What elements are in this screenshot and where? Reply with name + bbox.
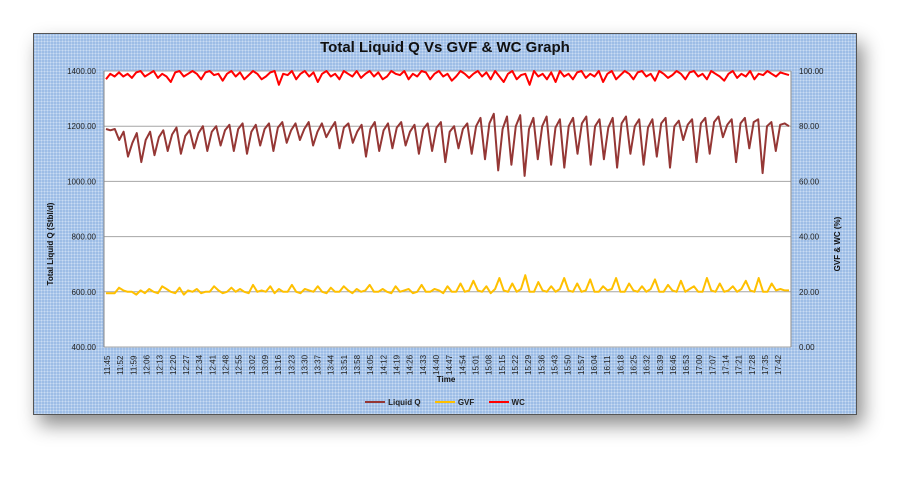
x-tick-label: 15:43: [550, 354, 559, 375]
chart-area: Total Liquid Q Vs GVF & WC Graph 1400.00…: [33, 33, 857, 415]
plot-background: [104, 71, 791, 347]
y-tick-label: 400.00: [72, 343, 97, 352]
x-tick-label: 13:16: [274, 354, 283, 375]
x-tick-label: 16:53: [682, 354, 691, 375]
x-tick-label: 15:50: [564, 354, 573, 375]
x-tick-label: 16:32: [643, 354, 652, 375]
x-tick-label: 15:01: [472, 354, 481, 375]
x-tick-label: 14:26: [406, 354, 415, 375]
x-tick-label: 17:21: [735, 354, 744, 375]
x-tick-label: 14:54: [458, 354, 467, 375]
x-tick-label: 15:36: [537, 354, 546, 375]
series-lines: [105, 70, 790, 296]
legend-item-wc: WC: [488, 397, 525, 407]
x-tick-label: 16:11: [603, 355, 612, 375]
x-tick-label: 16:25: [629, 354, 638, 375]
x-tick-label: 15:22: [511, 354, 520, 375]
x-tick-label: 11:45: [103, 355, 112, 375]
x-tick-label: 12:41: [208, 354, 217, 375]
x-tick-label: 17:35: [761, 354, 770, 375]
series-line-gvf: [106, 274, 789, 296]
x-tick-label: 12:27: [182, 354, 191, 375]
x-tick-label: 15:57: [577, 354, 586, 375]
x-tick-label: 17:28: [748, 354, 757, 375]
series-line-liquid-q: [105, 112, 790, 177]
legend: Liquid Q GVF WC: [34, 396, 856, 407]
y2-tick-label: 100.00: [799, 67, 824, 76]
x-tick-label: 15:29: [524, 354, 533, 375]
x-tick-label: 13:02: [248, 354, 257, 375]
x-tick-label: 15:08: [485, 354, 494, 375]
y2-tick-label: 0.00: [799, 343, 815, 352]
x-axis-title: Time: [437, 375, 456, 384]
y-tick-label: 1000.00: [67, 177, 96, 186]
tick-labels: 1400.00 1200.00 1000.00 800.00 600.00 400.00 1…: [67, 67, 824, 375]
x-tick-label: 14:40: [432, 354, 441, 375]
x-tick-label: 17:00: [695, 354, 704, 375]
legend-item-gvf: GVF: [434, 397, 475, 407]
x-tick-label: 12:13: [156, 354, 165, 375]
x-tick-label: 13:30: [300, 354, 309, 375]
x-tick-label: 11:59: [129, 355, 138, 375]
y-tick-label: 1400.00: [67, 67, 96, 76]
legend-swatch: [365, 401, 386, 403]
legend-swatch: [488, 401, 509, 403]
line-chart: 1400.00 1200.00 1000.00 800.00 600.00 400.00 1…: [46, 67, 842, 384]
y2-tick-label: 20.00: [799, 288, 820, 297]
chart-title: Total Liquid Q Vs GVF & WC Graph: [320, 39, 570, 56]
x-tick-label: 17:07: [708, 354, 717, 375]
legend-label: Liquid Q: [388, 397, 421, 407]
x-tick-label: 17:42: [774, 354, 783, 375]
x-tick-label: 11:52: [116, 355, 125, 375]
y2-tick-label: 40.00: [799, 233, 820, 242]
y2-axis-title: GVF & WC (%): [833, 216, 842, 271]
y-axis-title: Total Liquid Q (Stbl/d): [46, 202, 55, 285]
series-line-wc: [105, 70, 790, 86]
x-tick-label: 14:12: [379, 354, 388, 375]
x-tick-label: 17:14: [722, 354, 731, 375]
legend-item-liquid-q: Liquid Q: [365, 397, 421, 407]
x-tick-label: 13:23: [287, 354, 296, 375]
x-tick-label: 13:58: [353, 354, 362, 375]
x-tick-label: 16:18: [616, 354, 625, 375]
y-tick-label: 600.00: [72, 288, 97, 297]
y2-tick-label: 60.00: [799, 177, 820, 186]
x-tick-label: 12:48: [221, 354, 230, 375]
x-tick-label: 14:19: [393, 354, 402, 375]
y-tick-label: 1200.00: [67, 122, 96, 131]
x-tick-label: 12:06: [142, 354, 151, 375]
x-tick-label: 13:51: [340, 354, 349, 375]
x-tick-label: 12:20: [169, 354, 178, 375]
x-tick-label: 14:05: [366, 354, 375, 375]
x-tick-label: 16:04: [590, 354, 599, 375]
x-tick-label: 16:46: [669, 354, 678, 375]
x-tick-label: 13:44: [327, 354, 336, 375]
y2-tick-label: 80.00: [799, 122, 820, 131]
y-tick-label: 800.00: [72, 233, 97, 242]
legend-swatch: [434, 401, 455, 403]
x-tick-label: 14:33: [419, 354, 428, 375]
x-tick-label: 15:15: [498, 354, 507, 375]
x-tick-label: 12:55: [235, 354, 244, 375]
x-tick-label: 16:39: [656, 354, 665, 375]
legend-label: GVF: [457, 397, 475, 407]
x-tick-label: 13:09: [261, 354, 270, 375]
x-tick-label: 14:47: [445, 354, 454, 375]
x-tick-label: 13:37: [314, 354, 323, 375]
gridlines: [103, 70, 792, 348]
legend-label: WC: [511, 397, 525, 407]
x-tick-label: 12:34: [195, 354, 204, 375]
